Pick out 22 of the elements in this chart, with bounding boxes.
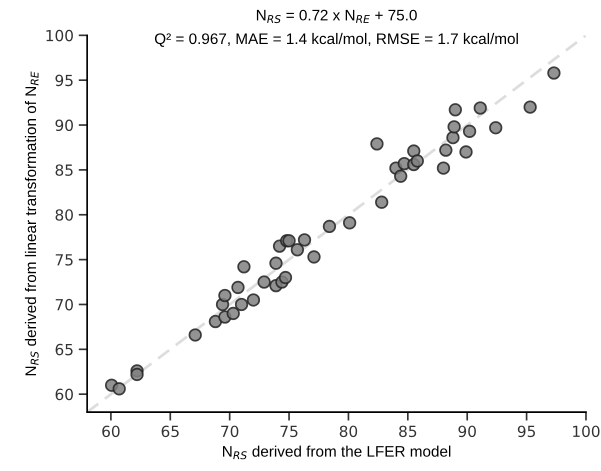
x-tick-label: 70: [221, 426, 238, 438]
y-tick-label: 60: [56, 388, 73, 400]
y-tick-label: 75: [56, 254, 73, 266]
y-tick-label: 100: [46, 30, 73, 42]
x-tick-label: 75: [280, 426, 298, 438]
x-tick-label: 85: [399, 426, 416, 438]
chart-title: N$_{RS}$ = 0.72 x N$_{RE}$ + 75.0: [256, 10, 417, 24]
chart-subtitle: Q² = 0.967, MAE = 1.4 kcal/mol, RMSE = 1.7 kcal/mol: [154, 32, 518, 47]
y-tick-label: 90: [55, 120, 73, 132]
y-axis-title: N$_{RS}$ derived from linear transformation of N$_{RE}$: [24, 71, 39, 376]
y-tick-label: 80: [56, 209, 73, 221]
x-axis-title: N$_{RS}$ derived from the LFER model: [223, 446, 450, 460]
x-tick-label: 90: [458, 426, 476, 438]
x-tick-label: 80: [340, 426, 358, 438]
x-tick-label: 100: [573, 426, 600, 438]
y-tick-label: 85: [56, 164, 73, 176]
y-tick-label: 95: [55, 74, 73, 86]
x-tick-label: 95: [518, 426, 535, 438]
x-tick-label: 60: [102, 426, 120, 438]
y-tick-label: 70: [56, 298, 73, 310]
x-tick-label: 65: [162, 426, 179, 438]
y-tick-label: 65: [56, 344, 73, 356]
